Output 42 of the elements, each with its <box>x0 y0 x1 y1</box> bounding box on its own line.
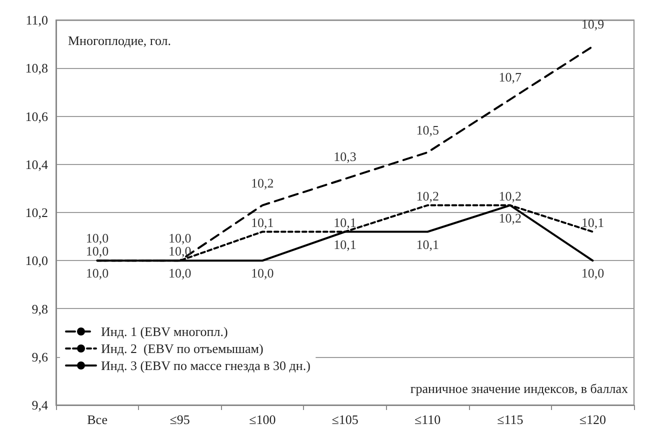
data-label: 10,9 <box>581 16 604 32</box>
y-tick-label: 10,0 <box>25 253 48 268</box>
data-label: 10,0 <box>86 244 109 259</box>
data-label: 10,2 <box>251 175 274 190</box>
data-label: 10,5 <box>416 122 439 138</box>
legend-label: Инд. 2 (EBV по отъемышам) <box>101 341 264 356</box>
x-tick-label: ≤120 <box>579 412 606 427</box>
x-tick-label: ≤100 <box>249 412 276 427</box>
x-tick-label: ≤95 <box>170 412 190 427</box>
data-label: 10,0 <box>251 266 274 281</box>
y-tick-label: 10,2 <box>25 205 48 220</box>
data-label: 10,1 <box>416 236 439 252</box>
data-label: 10,1 <box>334 214 356 230</box>
data-label: 10,0 <box>86 230 109 246</box>
data-label: 10,1 <box>581 214 604 230</box>
data-label: 10,0 <box>581 266 604 281</box>
data-label: 10,2 <box>498 188 522 204</box>
x-tick-label: ≤115 <box>497 412 524 427</box>
data-label: 10,2 <box>416 188 439 204</box>
y-tick-label: 9,6 <box>32 349 48 364</box>
data-label: 10,3 <box>334 148 356 164</box>
x-axis-title: граничное значение индексов, в баллах <box>410 381 628 396</box>
y-tick-label: 11,0 <box>26 12 48 28</box>
data-label: 10,2 <box>498 210 522 226</box>
x-tick-label: Все <box>87 412 108 427</box>
data-label: 10,1 <box>251 214 274 230</box>
x-tick-label: ≤110 <box>414 412 441 427</box>
legend-label: Инд. 1 (EBV многопл.) <box>101 324 228 339</box>
y-tick-label: 9,4 <box>32 398 48 412</box>
data-label: 10,0 <box>86 266 109 281</box>
data-label: 10,1 <box>334 236 356 252</box>
legend-label: Инд. 3 (EBV по массе гнезда в 30 дн.) <box>101 358 310 373</box>
y-tick-label: 10,4 <box>25 156 48 172</box>
y-tick-label: 10,8 <box>25 60 48 76</box>
data-label: 10,7 <box>498 69 522 84</box>
y-tick-label: 9,8 <box>32 301 48 316</box>
y-axis-title: Многоплодие, гол. <box>68 33 172 48</box>
x-tick-label: ≤105 <box>332 412 358 427</box>
data-label: 10,0 <box>168 244 192 259</box>
data-label: 10,0 <box>168 266 192 281</box>
data-label: 10,0 <box>168 230 192 246</box>
y-tick-label: 10,6 <box>25 108 48 124</box>
